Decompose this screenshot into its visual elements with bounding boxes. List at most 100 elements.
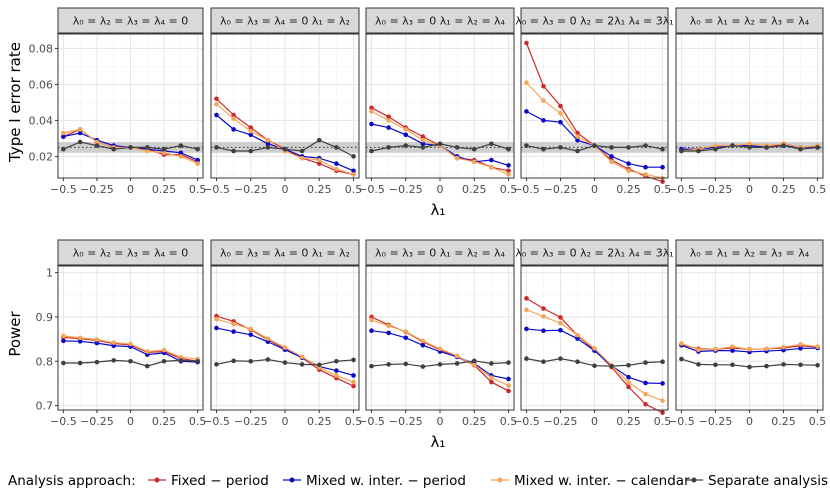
- data-point: [609, 145, 614, 150]
- data-point: [77, 339, 83, 344]
- data-point: [282, 345, 288, 350]
- data-point: [248, 326, 254, 332]
- data-point: [386, 323, 391, 329]
- x-tick-label: 0.25: [307, 415, 332, 428]
- data-point: [798, 346, 803, 351]
- data-point: [524, 143, 529, 148]
- data-point: [178, 154, 184, 159]
- data-point: [248, 358, 254, 364]
- data-point: [660, 164, 665, 170]
- data-point: [679, 148, 684, 154]
- data-point: [471, 358, 477, 364]
- data-point: [334, 166, 339, 172]
- facet-strip-label: λ₀ = λ₃ = λ₄ = 0 λ₁ = λ₂: [220, 247, 350, 260]
- facet-strip-label: λ₀ = λ₃ = 0 λ₁ = λ₂ = λ₄: [375, 247, 506, 260]
- data-point: [506, 172, 511, 177]
- data-point: [231, 329, 236, 334]
- data-point: [730, 348, 735, 353]
- x-tick-label: 0.5: [500, 415, 518, 428]
- data-point: [815, 362, 820, 368]
- data-point: [161, 150, 167, 156]
- data-point: [730, 362, 735, 368]
- x-tick-label: 0.5: [345, 183, 363, 196]
- y-tick-label: 1: [46, 267, 53, 280]
- x-tick-label: −0.5: [50, 183, 77, 196]
- data-point: [195, 157, 200, 163]
- legend: Analysis approach: Fixed − period Mixed w…: [8, 473, 828, 489]
- data-point: [420, 137, 426, 143]
- x-tick-label: 0.25: [771, 415, 796, 428]
- data-point: [420, 364, 426, 369]
- data-point: [403, 329, 409, 334]
- data-point: [128, 358, 133, 364]
- data-point: [334, 161, 339, 166]
- data-point: [575, 332, 580, 338]
- data-point: [144, 148, 150, 154]
- data-point: [265, 141, 271, 147]
- data-point: [195, 358, 200, 364]
- facet-strip: [210, 7, 360, 34]
- data-point: [660, 398, 665, 403]
- data-point: [334, 373, 339, 378]
- data-point: [643, 401, 648, 407]
- x-tick-label: 0: [591, 183, 598, 196]
- data-point: [747, 141, 752, 147]
- x-tick-label: −0.5: [50, 415, 77, 428]
- data-point: [558, 320, 563, 326]
- data-point: [489, 157, 494, 163]
- legend-swatch-point: [289, 477, 295, 483]
- data-point: [798, 342, 803, 347]
- facet-panel: λ₀ = λ₁ = λ₂ = λ₃ = λ₄ −0.5 −0.25 0 0.25 0.5: [668, 239, 826, 428]
- data-point: [524, 109, 529, 114]
- data-point: [454, 361, 460, 366]
- data-point: [195, 146, 200, 152]
- x-tick-label: 0.5: [654, 183, 672, 196]
- data-point: [248, 332, 254, 337]
- data-point: [403, 127, 409, 132]
- data-point: [730, 143, 735, 148]
- legend-label: Fixed − period: [171, 473, 269, 489]
- data-point: [558, 327, 563, 333]
- data-point: [558, 145, 563, 150]
- data-point: [696, 362, 701, 367]
- data-point: [316, 157, 322, 163]
- data-point: [420, 141, 426, 147]
- data-point: [214, 96, 219, 102]
- facet-strip: [675, 239, 824, 266]
- data-point: [111, 340, 117, 345]
- data-point: [609, 154, 614, 159]
- data-point: [231, 112, 236, 118]
- data-point: [679, 356, 684, 362]
- data-point: [764, 363, 769, 369]
- data-point: [524, 326, 529, 332]
- data-point: [747, 364, 752, 370]
- legend-item: Fixed − period: [148, 473, 269, 489]
- x-tick-label: −0.25: [234, 415, 268, 428]
- x-tick-label: −0.25: [699, 183, 733, 196]
- x-tick-label: 0.25: [771, 183, 796, 196]
- data-point: [214, 145, 219, 150]
- data-point: [575, 359, 580, 365]
- facet-strip-label: λ₀ = λ₃ = 0 λ₁ = λ₂ = λ₄: [375, 15, 506, 28]
- x-tick-label: −0.25: [80, 415, 114, 428]
- facet-panel: λ₀ = λ₃ = λ₄ = 0 λ₁ = λ₂ −0.5 −0.25 0 0.25 0.…: [203, 239, 362, 428]
- data-point: [643, 164, 648, 170]
- data-point: [626, 384, 631, 390]
- data-point: [764, 145, 769, 150]
- facet-panel: λ₀ = λ₂ = λ₃ = λ₄ = 0 −0.5 −0.25 0 0.25 0.5: [50, 239, 206, 428]
- data-point: [437, 346, 443, 352]
- y-axis-title-type1: Type I error rate: [6, 42, 24, 163]
- data-point: [77, 360, 83, 366]
- data-point: [316, 161, 322, 166]
- data-point: [420, 343, 426, 348]
- data-point: [643, 172, 648, 177]
- x-tick-label: 0.25: [307, 183, 332, 196]
- data-point: [61, 130, 66, 136]
- data-point: [420, 338, 426, 344]
- x-axis-title-top: λ₁: [431, 201, 446, 219]
- data-point: [420, 145, 426, 150]
- data-point: [351, 373, 356, 378]
- data-point: [420, 134, 426, 139]
- data-point: [369, 148, 374, 154]
